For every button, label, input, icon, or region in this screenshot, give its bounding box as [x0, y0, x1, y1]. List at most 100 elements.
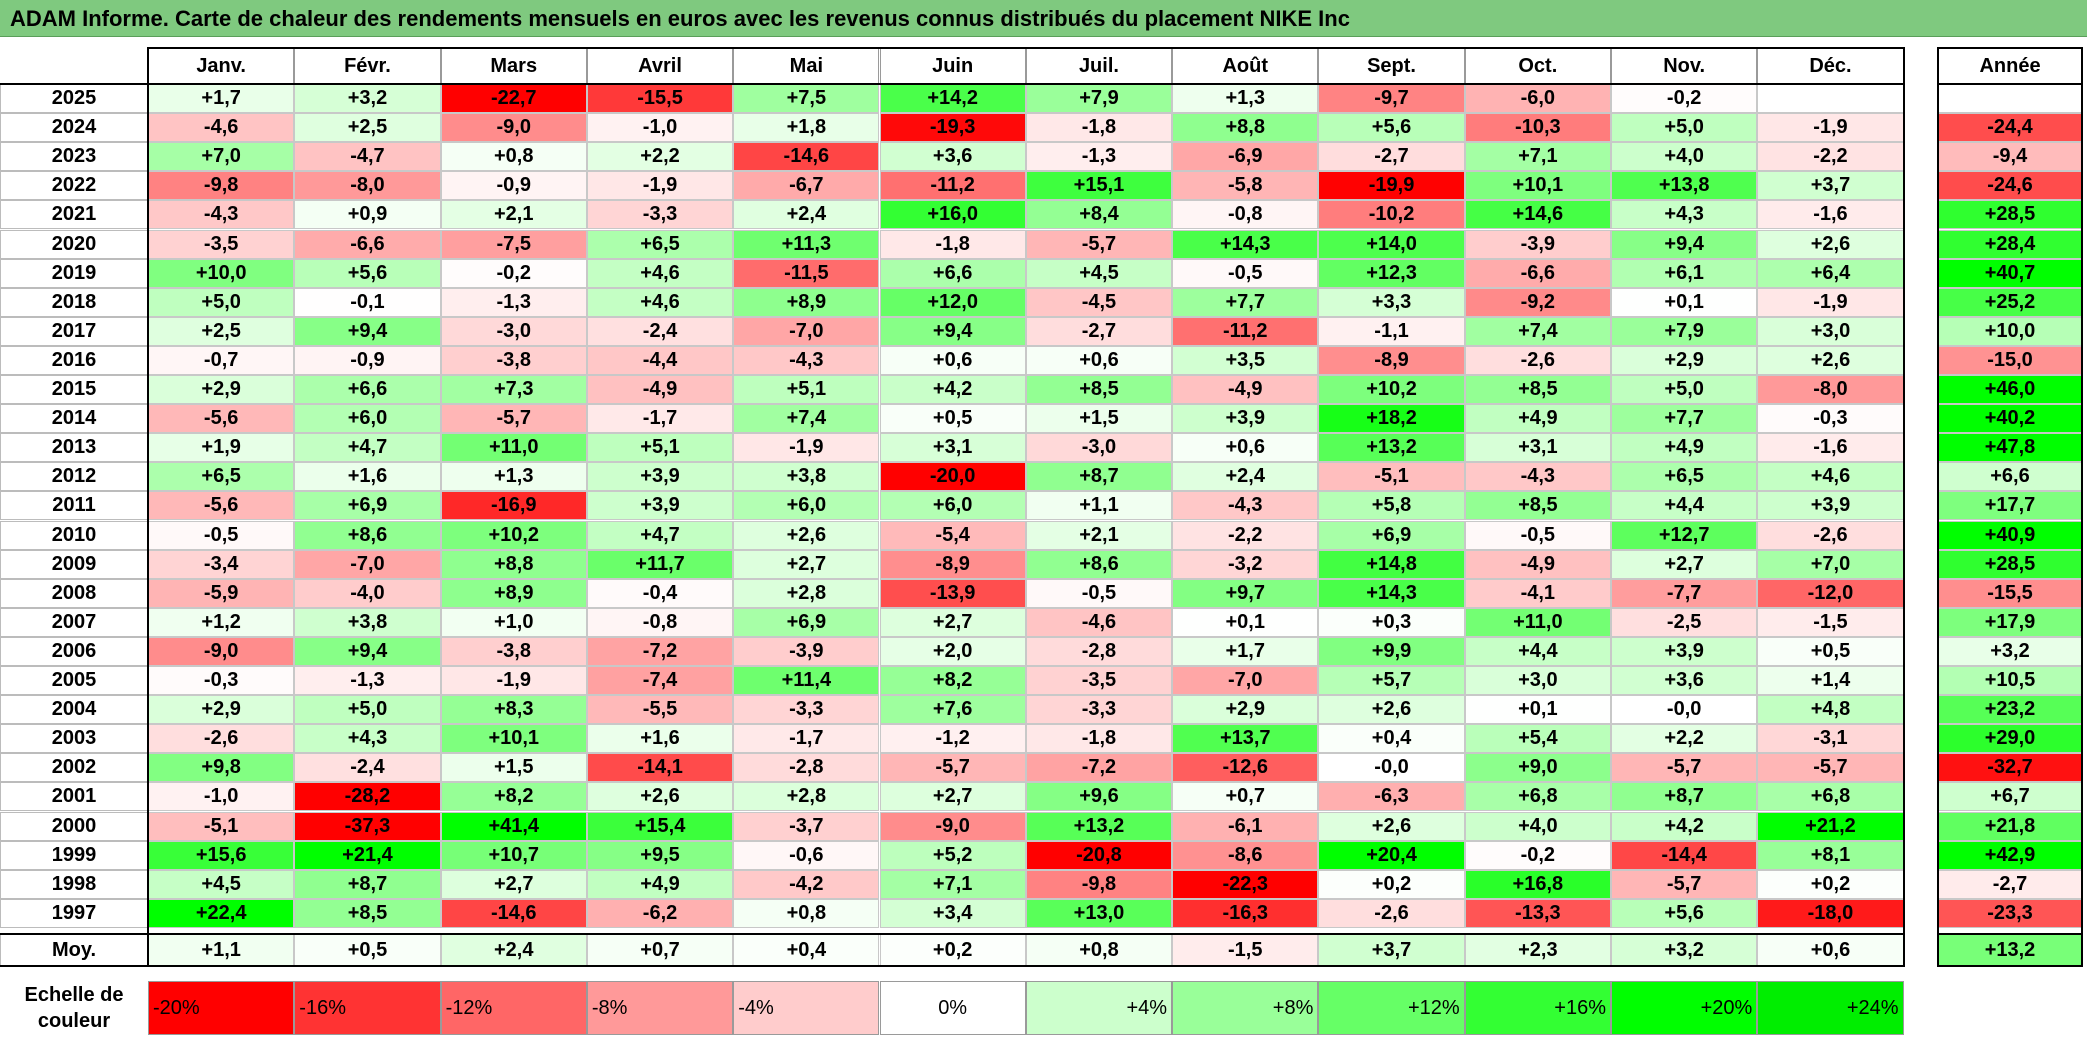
annual-cell: -2,7	[1938, 869, 2082, 899]
heatmap-cell: -10,2	[1318, 200, 1465, 230]
heatmap-cell: +7,9	[1611, 316, 1758, 346]
heatmap-cell: +2,9	[148, 375, 295, 405]
heatmap-cell: +13,7	[1172, 724, 1319, 754]
heatmap-cell: +4,2	[1611, 811, 1758, 841]
year-label: 2021	[0, 200, 148, 230]
heatmap-cell: +8,4	[1025, 200, 1173, 230]
column-header-8: Août	[1172, 48, 1319, 84]
heatmap-cell: -3,1	[1757, 724, 1904, 754]
heatmap-cell: -4,5	[1025, 287, 1173, 317]
heatmap-cell: -2,4	[586, 316, 734, 346]
annual-cell: +40,9	[1938, 520, 2082, 550]
column-header-6: Juin	[879, 48, 1026, 84]
annual-cell: -24,6	[1938, 171, 2082, 201]
heatmap-cell: +6,9	[733, 607, 880, 637]
average-separator	[0, 933, 1904, 935]
heatmap-cell: +4,3	[294, 724, 441, 754]
heatmap-cell: +2,2	[586, 142, 734, 172]
year-label: 2006	[0, 636, 148, 666]
year-label: 1999	[0, 840, 148, 870]
heatmap-cell: +4,5	[1025, 258, 1173, 288]
heatmap-cell: +4,7	[294, 433, 441, 463]
average-annual-cell: +13,2	[1938, 934, 2082, 966]
heatmap-cell: -0,9	[440, 171, 587, 201]
heatmap-cell: +3,8	[294, 607, 441, 637]
heatmap-cell: +9,9	[1318, 636, 1465, 666]
heatmap-cell: +3,9	[1172, 404, 1319, 434]
heatmap-cell: +2,6	[733, 520, 880, 550]
average-cell: +2,3	[1464, 934, 1611, 966]
heatmap-cell: -7,0	[294, 549, 441, 579]
heatmap-cell: +14,0	[1318, 229, 1465, 259]
heatmap-cell: +2,2	[1611, 724, 1758, 754]
heatmap-cell: -4,0	[294, 578, 441, 608]
heatmap-cell: +4,9	[1464, 404, 1611, 434]
heatmap-cell: +8,7	[1025, 462, 1173, 492]
year-label: 2014	[0, 404, 148, 434]
heatmap-cell: +4,9	[586, 869, 734, 899]
year-label: 2003	[0, 724, 148, 754]
heatmap-cell: -0,0	[1611, 695, 1758, 725]
column-header-4: Avril	[586, 48, 734, 84]
heatmap-cell: -28,2	[294, 782, 441, 812]
color-scale-step: +12%	[1318, 981, 1465, 1035]
heatmap-cell: -0,6	[733, 840, 880, 870]
heatmap-cell: -14,1	[586, 753, 734, 783]
heatmap-cell: +2,1	[1025, 520, 1173, 550]
heatmap-cell: +6,4	[1757, 258, 1904, 288]
heatmap-cell: +1,6	[586, 724, 734, 754]
heatmap-cell: -4,3	[733, 345, 880, 375]
heatmap-cell: +13,0	[1025, 898, 1173, 928]
heatmap-cell: +20,4	[1318, 840, 1465, 870]
column-header-3: Mars	[440, 48, 587, 84]
annual-cell: +28,5	[1938, 200, 2082, 230]
heatmap-cell: -0,7	[148, 345, 295, 375]
heatmap-cell: -7,0	[733, 316, 880, 346]
heatmap-cell: -1,9	[1757, 113, 1904, 143]
heatmap-cell	[1757, 84, 1904, 114]
heatmap-cell: -6,1	[1172, 811, 1319, 841]
heatmap-cell: +0,1	[1611, 287, 1758, 317]
heatmap-cell: -2,7	[1318, 142, 1465, 172]
heatmap-cell: +3,4	[879, 898, 1026, 928]
heatmap-cell: +4,6	[586, 287, 734, 317]
heatmap-cell: -0,2	[1611, 84, 1758, 114]
heatmap-cell: +14,6	[1464, 200, 1611, 230]
heatmap-cell: -4,3	[1172, 491, 1319, 521]
heatmap-cell: +15,4	[586, 811, 734, 841]
heatmap-cell: -4,2	[733, 869, 880, 899]
average-cell: +0,7	[586, 934, 734, 966]
heatmap-cell: -1,0	[148, 782, 295, 812]
heatmap-cell: -0,0	[1318, 753, 1465, 783]
heatmap-cell: +11,7	[586, 549, 734, 579]
color-scale-step: -8%	[586, 981, 734, 1035]
heatmap-cell: +1,6	[294, 462, 441, 492]
annual-cell: +29,0	[1938, 724, 2082, 754]
heatmap-cell: +2,6	[1757, 229, 1904, 259]
heatmap-cell: -1,3	[440, 287, 587, 317]
heatmap-cell: +12,7	[1611, 520, 1758, 550]
heatmap-cell: -19,9	[1318, 171, 1465, 201]
heatmap-cell: -8,6	[1172, 840, 1319, 870]
heatmap-cell: +0,1	[1172, 607, 1319, 637]
heatmap-cell: -7,0	[1172, 666, 1319, 696]
heatmap-cell: +2,1	[440, 200, 587, 230]
heatmap-cell: +10,7	[440, 840, 587, 870]
heatmap-cell: -14,6	[440, 898, 587, 928]
year-label: 2011	[0, 491, 148, 521]
heatmap-cell: +10,1	[1464, 171, 1611, 201]
heatmap-cell: +2,7	[879, 782, 1026, 812]
heatmap-cell: +14,8	[1318, 549, 1465, 579]
heatmap-cell: -0,1	[294, 287, 441, 317]
heatmap-cell: -3,0	[440, 316, 587, 346]
average-cell: +0,8	[1025, 934, 1173, 966]
heatmap-cell: -1,5	[1757, 607, 1904, 637]
column-header-11: Nov.	[1611, 48, 1758, 84]
annual-cell: +40,2	[1938, 404, 2082, 434]
heatmap-cell: -2,6	[1318, 898, 1465, 928]
heatmap-cell: -22,7	[440, 84, 587, 114]
heatmap-cell: +3,1	[1464, 433, 1611, 463]
heatmap-cell: -0,3	[1757, 404, 1904, 434]
heatmap-cell: -0,5	[1172, 258, 1319, 288]
annual-cell: +3,2	[1938, 636, 2082, 666]
